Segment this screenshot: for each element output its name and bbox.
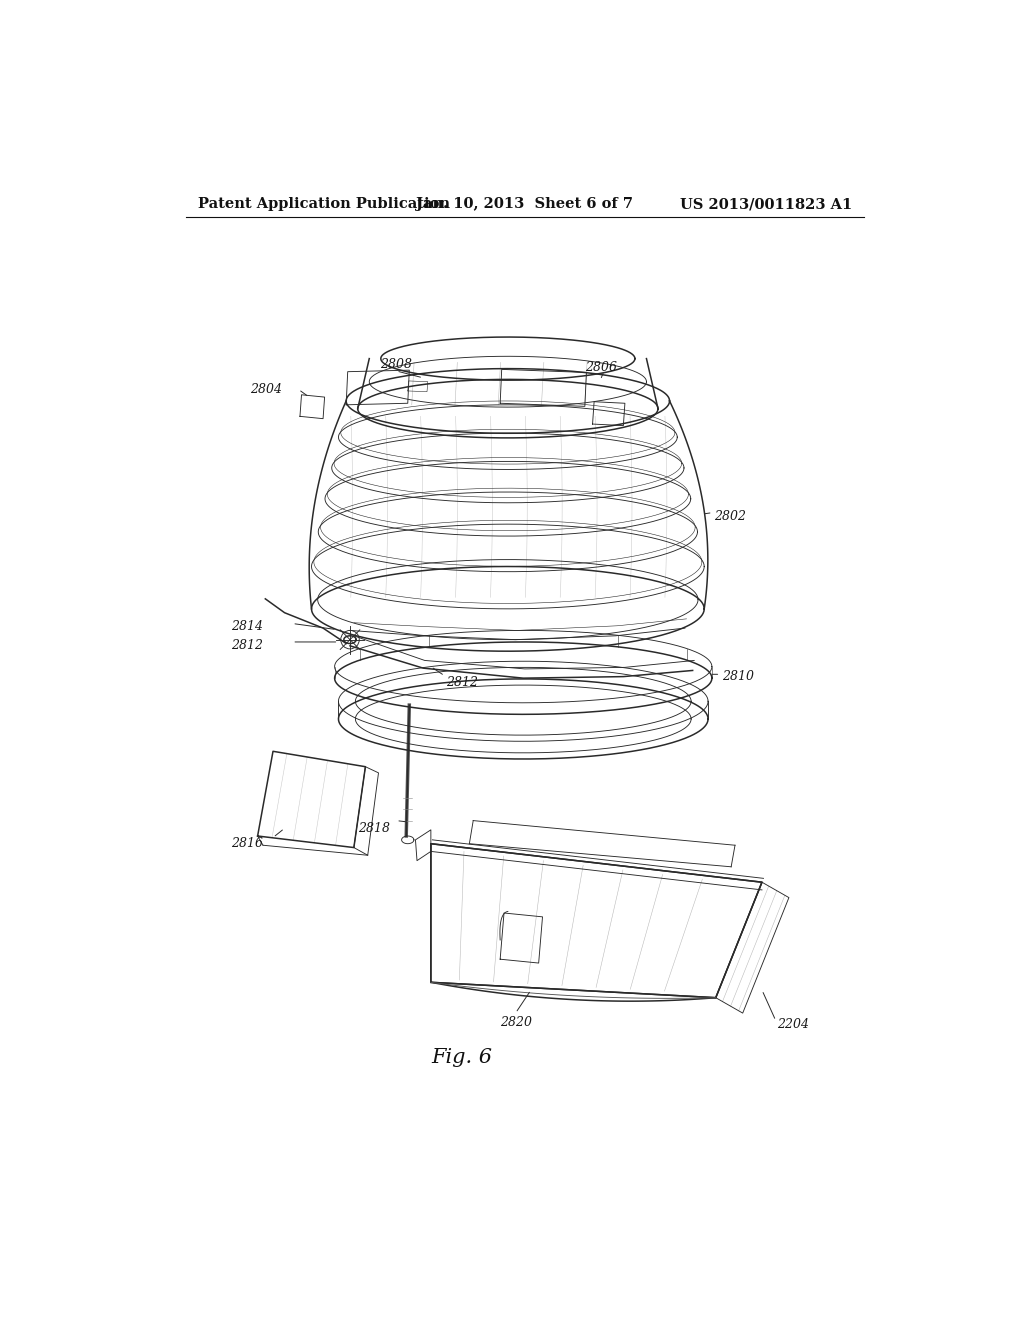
- Text: 2808: 2808: [380, 358, 413, 371]
- Text: Fig. 6: Fig. 6: [431, 1048, 493, 1068]
- Text: 2820: 2820: [500, 1016, 531, 1028]
- Text: 2814: 2814: [230, 620, 263, 634]
- Text: 2818: 2818: [357, 822, 390, 834]
- Text: 2810: 2810: [722, 671, 754, 684]
- Text: 2812: 2812: [230, 639, 263, 652]
- Text: 2816: 2816: [230, 837, 263, 850]
- Text: 2802: 2802: [714, 510, 746, 523]
- Text: 2812: 2812: [446, 676, 478, 689]
- Text: Patent Application Publication: Patent Application Publication: [198, 197, 450, 211]
- Text: Jan. 10, 2013  Sheet 6 of 7: Jan. 10, 2013 Sheet 6 of 7: [417, 197, 633, 211]
- Text: 2804: 2804: [250, 383, 282, 396]
- Text: 2806: 2806: [585, 362, 616, 375]
- Text: US 2013/0011823 A1: US 2013/0011823 A1: [680, 197, 852, 211]
- Text: 2204: 2204: [777, 1018, 809, 1031]
